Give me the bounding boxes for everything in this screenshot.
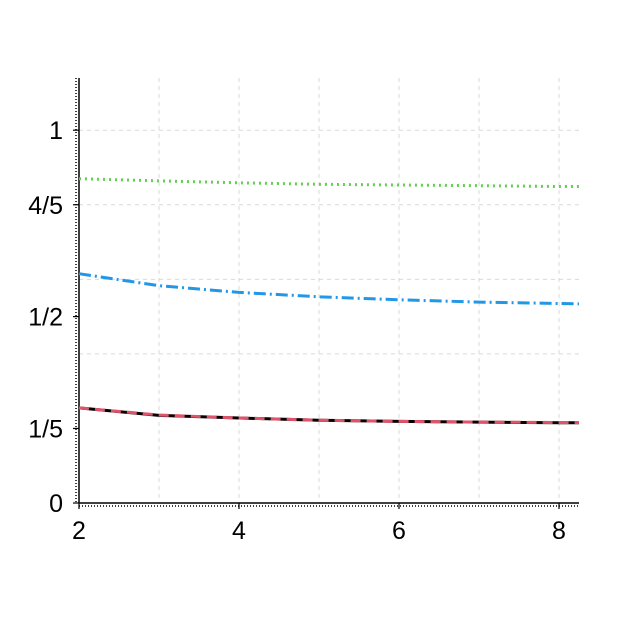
x-tick-label-2: 6 [392,517,406,545]
y-tick-label-4: 1 [49,117,63,145]
series-group [78,177,580,425]
grid [79,78,579,503]
tick-labels: 2 4 6 8 0 1/5 1/2 4/5 1 [28,117,566,545]
y-tick-label-0: 0 [49,490,63,518]
y-tick-label-1: 1/5 [28,415,63,443]
series-line-2 [78,177,579,188]
series-line-1 [78,406,579,424]
series-line-3 [78,272,580,306]
axes [75,78,579,507]
x-tick-label-3: 8 [552,517,566,545]
x-tick-label-1: 4 [232,517,246,545]
series-line-0 [78,406,579,425]
x-tick-label-0: 2 [72,517,86,545]
y-tick-label-3: 4/5 [28,192,63,220]
y-tick-label-2: 1/2 [28,304,63,332]
